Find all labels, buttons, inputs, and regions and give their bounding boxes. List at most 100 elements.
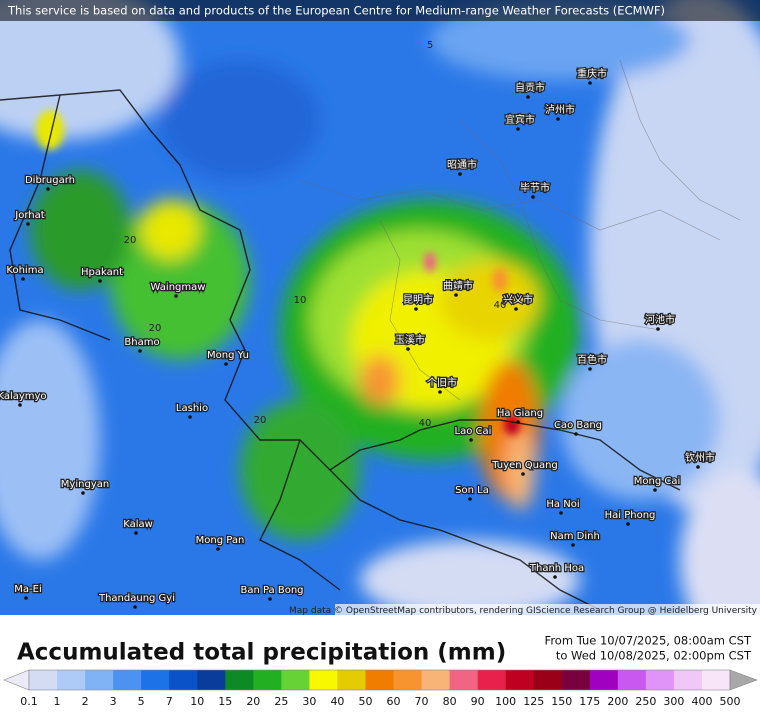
place-dot: [469, 438, 473, 442]
place-dot: [174, 294, 178, 298]
colorbar-label: 25: [274, 695, 288, 708]
place-label: 曲靖市: [443, 279, 473, 292]
place-dot: [514, 307, 518, 311]
place-dot: [516, 127, 520, 131]
place-dot: [516, 420, 520, 424]
colorbar-label: 10: [190, 695, 204, 708]
colorbar-cell: [281, 670, 310, 690]
colorbar-above: [729, 669, 758, 691]
place-label: Myingyan: [61, 479, 109, 490]
colorbar-cell: [85, 670, 114, 690]
place-dot: [526, 95, 530, 99]
place-label: Dibrugarh: [25, 175, 75, 186]
time-to: to Wed 10/08/2025, 02:00pm CST: [556, 649, 752, 663]
place-dot: [531, 195, 535, 199]
colorbar-cell: [561, 670, 591, 690]
colorbar-frame: [28, 669, 731, 691]
time-from: From Tue 10/07/2025, 08:00am CST: [545, 634, 752, 648]
place-label: Lashio: [176, 403, 208, 414]
place-label: Ha Noi: [546, 499, 579, 510]
colorbar-cell: [197, 670, 226, 690]
place-label: 百色市: [577, 353, 607, 366]
place-label: Ban Pa Bong: [240, 585, 303, 596]
place-label: 钦州市: [685, 451, 715, 464]
colorbar-label: 500: [720, 695, 741, 708]
colorbar-cell: [589, 670, 619, 690]
place-label: 毕节市: [520, 181, 550, 194]
place-dot: [438, 390, 442, 394]
colorbar-below: [3, 669, 30, 691]
colorbar-label: 0.1: [20, 695, 38, 708]
contour-label: 5: [427, 40, 433, 51]
place-dot: [406, 347, 410, 351]
place-dot: [559, 511, 563, 515]
colorbar-label: 7: [166, 695, 173, 708]
colorbar-label: 175: [579, 695, 600, 708]
place-label: 玉溪市: [395, 333, 425, 346]
colorbar-cell: [225, 670, 254, 690]
colorbar-cell: [701, 670, 731, 690]
place-label: Thandaung Gyi: [98, 593, 175, 604]
colorbar-label: 90: [471, 695, 485, 708]
attribution: Map data © OpenStreetMap contributors, r…: [289, 606, 758, 616]
place-label: Waingmaw: [151, 282, 206, 293]
colorbar-label: 70: [415, 695, 429, 708]
place-label: 个旧市: [427, 376, 457, 389]
contour-label: 20: [149, 323, 162, 334]
colorbar-label: 200: [607, 695, 628, 708]
place-dot: [588, 367, 592, 371]
place-label: Tuyen Quang: [491, 460, 558, 471]
place-label: 昆明市: [403, 293, 433, 306]
colorbar-cell: [449, 670, 478, 690]
place-dot: [138, 349, 142, 353]
colorbar-label: 5: [138, 695, 145, 708]
colorbar-label: 400: [691, 695, 712, 708]
colorbar-cell: [337, 670, 366, 690]
place-dot: [98, 279, 102, 283]
colorbar-cell: [29, 670, 58, 690]
place-dot: [224, 362, 228, 366]
place-dot: [571, 543, 575, 547]
colorbar-cell: [393, 670, 422, 690]
place-label: 昭通市: [447, 158, 477, 171]
header-notice: This service is based on data and produc…: [7, 4, 665, 18]
place-label: Ha Giang: [497, 408, 543, 419]
colorbar-label: 40: [330, 695, 344, 708]
colorbar-label: 250: [635, 695, 656, 708]
place-label: Kalaymyo: [0, 391, 47, 402]
colorbar-label: 300: [663, 695, 684, 708]
place-dot: [553, 575, 557, 579]
legend-title: Accumulated total precipitation (mm): [17, 640, 506, 666]
place-dot: [414, 307, 418, 311]
place-label: 宜宾市: [505, 113, 535, 126]
place-dot: [468, 497, 472, 501]
place-dot: [458, 172, 462, 176]
place-label: Mong Cai: [634, 476, 681, 487]
colorbar: 0.1 1 2 3 5 7 10 15 20 25 30 40 50 60 70 80 90 100 125 150 1…: [3, 669, 758, 708]
place-label: Cao Bang: [554, 420, 602, 431]
colorbar-cell: [365, 670, 394, 690]
place-dot: [656, 327, 660, 331]
place-label: 自贡市: [515, 81, 545, 94]
place-label: Mong Yu: [207, 350, 249, 361]
place-dot: [216, 547, 220, 551]
colorbar-cell: [505, 670, 535, 690]
contour-label: 40: [494, 300, 507, 311]
colorbar-cell: [421, 670, 450, 690]
place-label: 河池市: [645, 313, 675, 326]
contour-label: 20: [124, 235, 137, 246]
place-dot: [696, 465, 700, 469]
colorbar-label: 80: [443, 695, 457, 708]
place-label: 泸州市: [545, 103, 575, 116]
place-dot: [188, 415, 192, 419]
place-dot: [24, 596, 28, 600]
colorbar-cell: [673, 670, 703, 690]
place-label: 重庆市: [577, 67, 607, 80]
colorbar-label: 125: [523, 695, 544, 708]
colorbar-label: 30: [302, 695, 316, 708]
place-dot: [46, 187, 50, 191]
place-dot: [653, 488, 657, 492]
place-label: Hpakant: [81, 267, 123, 278]
header-bar: [0, 0, 760, 21]
